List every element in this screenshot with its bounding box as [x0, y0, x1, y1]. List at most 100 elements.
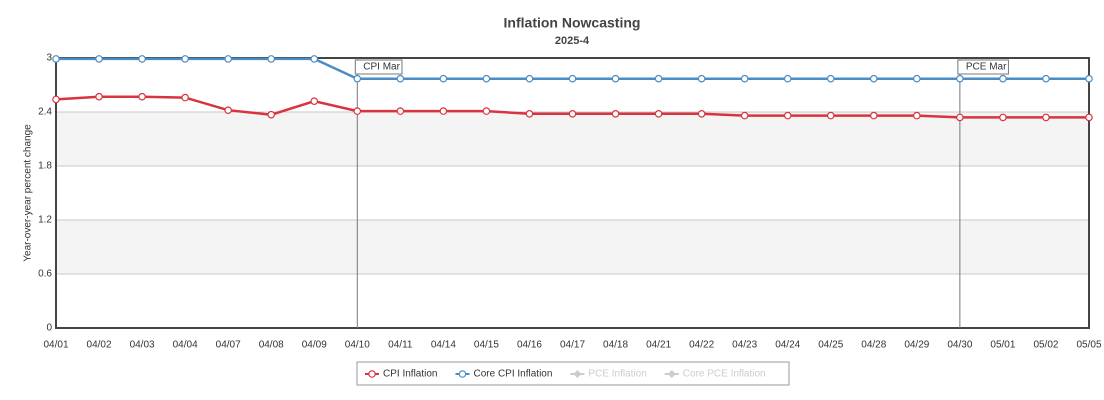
x-tick-label: 04/09	[302, 340, 327, 351]
data-point	[439, 107, 448, 115]
data-point	[913, 74, 921, 83]
data-point	[654, 110, 663, 118]
data-point	[267, 110, 276, 119]
x-tick-label: 05/05	[1076, 340, 1101, 351]
legend-symbol	[667, 370, 676, 378]
legend-symbol	[458, 370, 467, 378]
data-point	[224, 106, 232, 115]
x-tick-label: 04/17	[560, 340, 585, 351]
data-point	[181, 93, 189, 102]
data-point	[999, 74, 1007, 83]
data-point	[568, 74, 577, 83]
x-tick-label: 04/03	[130, 340, 155, 351]
data-point	[353, 107, 362, 115]
data-point	[783, 111, 792, 120]
x-tick-label: 04/15	[474, 340, 499, 351]
data-point	[138, 55, 146, 63]
data-point	[740, 111, 749, 120]
x-tick-label: 04/23	[732, 340, 757, 351]
x-tick-label: 04/28	[861, 340, 886, 351]
data-point	[1042, 74, 1050, 83]
y-tick-label: 2.4	[38, 107, 52, 118]
data-point	[181, 55, 189, 63]
data-point	[267, 55, 276, 63]
x-tick-label: 04/25	[818, 340, 843, 351]
data-point	[439, 74, 448, 83]
y-tick-label: 0.6	[38, 269, 52, 280]
data-point	[525, 74, 534, 83]
data-point	[52, 95, 60, 104]
data-point	[95, 92, 103, 101]
data-point	[1085, 113, 1093, 122]
data-point	[654, 74, 663, 83]
annotation-label: PCE Mar	[966, 62, 1007, 73]
legend-label: Core CPI Inflation	[473, 369, 552, 380]
data-point	[568, 110, 577, 118]
x-tick-label: 04/29	[904, 340, 929, 351]
legend-label: Core PCE Inflation	[683, 369, 766, 380]
legend-label: CPI Inflation	[383, 369, 437, 380]
x-tick-label: 04/22	[689, 340, 714, 351]
legend-item[interactable]: Core CPI Inflation	[455, 369, 552, 380]
data-point	[869, 111, 878, 120]
data-point	[396, 107, 405, 115]
data-point	[224, 55, 232, 63]
x-tick-label: 04/07	[216, 340, 241, 351]
data-point	[396, 74, 405, 83]
y-tick-label: 0	[46, 323, 52, 334]
x-tick-label: 04/02	[87, 340, 112, 351]
data-point	[95, 55, 103, 63]
data-point	[52, 55, 60, 63]
x-tick-label: 04/21	[646, 340, 671, 351]
data-point	[740, 74, 749, 83]
data-point	[697, 74, 706, 83]
data-point	[697, 110, 706, 118]
data-point	[869, 74, 878, 83]
legend-item[interactable]: CPI Inflation	[365, 369, 437, 380]
data-point	[913, 111, 921, 120]
x-tick-label: 04/14	[431, 340, 456, 351]
x-tick-label: 04/01	[43, 340, 68, 351]
x-tick-label: 04/08	[259, 340, 284, 351]
chart-title: Inflation Nowcasting	[504, 15, 641, 31]
chart-subtitle: 2025-4	[555, 35, 590, 47]
plot-band	[56, 112, 1089, 166]
x-tick-label: 04/10	[345, 340, 370, 351]
data-point	[999, 113, 1007, 122]
data-point	[1085, 74, 1093, 83]
data-point	[525, 110, 534, 118]
legend-item[interactable]: Core PCE Inflation	[664, 369, 766, 380]
y-tick-label: 1.8	[38, 161, 52, 172]
x-tick-label: 05/01	[990, 340, 1015, 351]
y-axis-label: Year-over-year percent change	[23, 124, 34, 262]
y-tick-label: 1.2	[38, 215, 52, 226]
data-point	[482, 74, 491, 83]
data-point	[1042, 113, 1050, 122]
data-point	[956, 74, 964, 83]
plot-border	[55, 57, 1090, 329]
data-point	[611, 74, 620, 83]
data-point	[956, 113, 964, 122]
data-point	[826, 74, 835, 83]
x-tick-label: 04/11	[388, 340, 413, 351]
annotation-label: CPI Mar	[363, 62, 400, 73]
legend-label: PCE Inflation	[588, 369, 646, 380]
x-tick-label: 05/02	[1033, 340, 1058, 351]
x-tick-label: 04/04	[173, 340, 198, 351]
legend-symbol	[368, 370, 376, 378]
data-point	[611, 110, 620, 118]
annotation-box	[957, 59, 1009, 75]
legend: CPI Inflation Core CPI Inflation PCE Infla…	[356, 361, 790, 386]
data-point	[310, 97, 319, 106]
data-point	[482, 107, 491, 115]
data-point	[310, 55, 319, 63]
data-point	[138, 92, 146, 101]
x-tick-label: 04/16	[517, 340, 542, 351]
legend-item[interactable]: PCE Inflation	[570, 369, 647, 380]
data-point	[353, 74, 362, 83]
data-point	[826, 111, 835, 120]
x-tick-label: 04/18	[603, 340, 628, 351]
plot-band	[56, 220, 1089, 274]
